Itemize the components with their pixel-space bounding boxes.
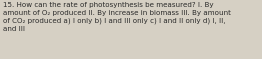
Text: 15. How can the rate of photosynthesis be measured? I. By
amount of O₂ produced : 15. How can the rate of photosynthesis b…: [3, 2, 231, 32]
